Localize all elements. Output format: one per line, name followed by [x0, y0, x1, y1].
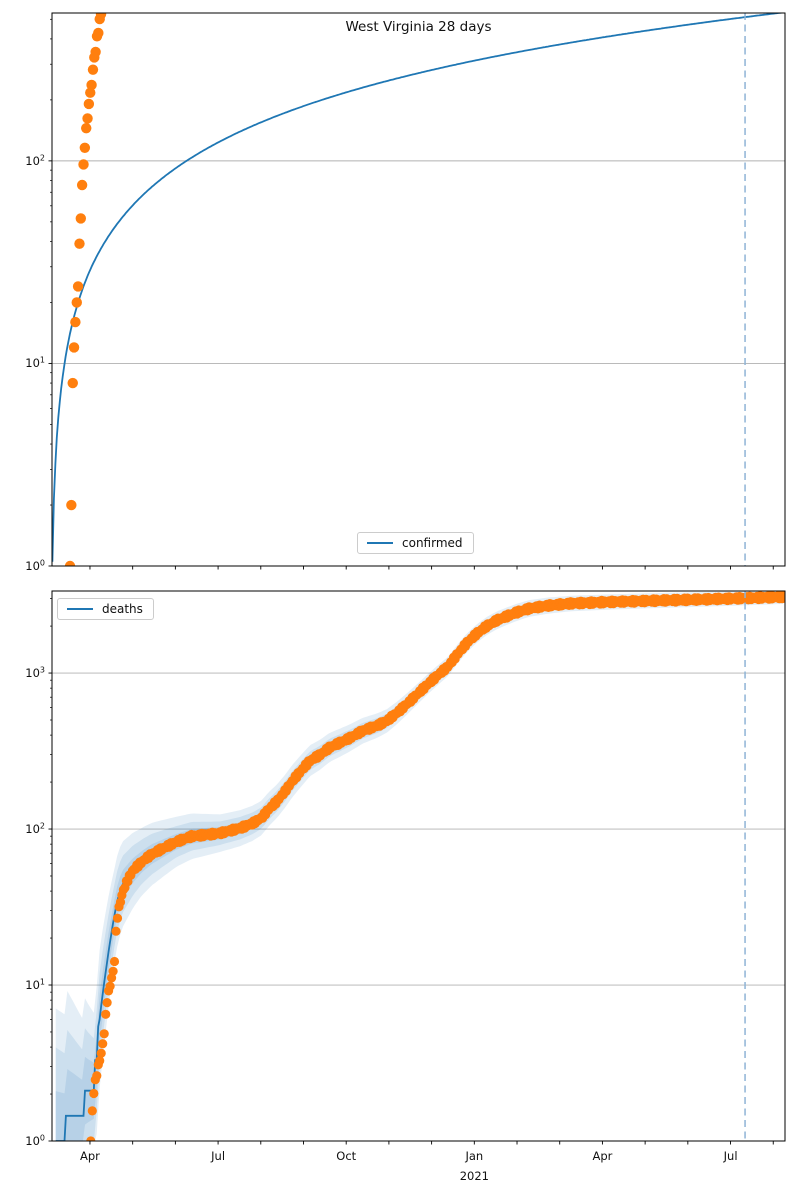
data-point — [112, 913, 123, 923]
confidence-band-outer — [55, 591, 783, 1141]
data-point — [79, 142, 91, 154]
data-point — [101, 1009, 111, 1019]
legend-line-sample — [367, 542, 393, 544]
data-point — [109, 956, 120, 967]
data-point — [81, 122, 92, 134]
x-tick-label: Jul — [723, 1149, 738, 1163]
data-point — [64, 560, 76, 566]
data-point — [78, 159, 89, 170]
data-point — [86, 79, 97, 91]
data-point — [111, 926, 121, 936]
data-point — [93, 27, 104, 39]
y-tick-label: 100 — [25, 558, 45, 574]
legend-label-deaths: deaths — [102, 602, 143, 616]
y-tick-label: 102 — [25, 821, 45, 837]
data-point — [87, 64, 99, 75]
data-point — [99, 1029, 109, 1039]
data-point — [108, 966, 118, 976]
legend-label-confirmed: confirmed — [402, 536, 463, 550]
data-point — [83, 98, 95, 110]
data-point — [76, 179, 88, 191]
data-point — [87, 1106, 97, 1116]
data-point — [74, 238, 85, 249]
data-point — [72, 281, 84, 292]
axes-spines — [51, 590, 786, 1142]
x-tick-label: Jul — [211, 1149, 226, 1163]
x-tick-label: Apr — [592, 1149, 613, 1163]
data-point — [82, 113, 93, 124]
data-point — [71, 297, 82, 308]
x-tick-label: Apr — [80, 1149, 100, 1163]
data-point — [92, 1071, 102, 1081]
data-point — [95, 1056, 105, 1066]
legend-deaths: deaths — [57, 598, 154, 620]
x-axis-year-label: 2021 — [459, 1169, 489, 1183]
data-point — [95, 13, 107, 20]
y-tick-label: 100 — [25, 1133, 45, 1149]
data-point — [86, 1136, 96, 1141]
data-point — [75, 213, 87, 224]
legend-line-sample — [67, 608, 93, 610]
y-tick-label: 103 — [25, 665, 45, 681]
axes-spines — [51, 12, 786, 567]
data-point — [105, 981, 115, 991]
plot-area-top — [52, 13, 785, 566]
y-tick-label: 101 — [25, 355, 45, 371]
data-point — [70, 316, 81, 328]
fit-line-confirmed — [52, 13, 785, 562]
data-point — [98, 1039, 108, 1049]
data-point — [68, 342, 80, 353]
data-point — [102, 998, 112, 1008]
legend-confirmed: confirmed — [357, 532, 474, 554]
data-point — [89, 1088, 99, 1099]
data-point — [66, 499, 77, 511]
y-tick-label: 102 — [25, 153, 45, 168]
chart-title: West Virginia 28 days — [345, 19, 492, 35]
x-tick-label: Oct — [336, 1149, 357, 1163]
y-tick-label: 101 — [25, 977, 45, 993]
data-point — [85, 87, 96, 98]
data-point — [96, 1048, 106, 1058]
data-point — [67, 377, 78, 389]
plot-area-bottom — [52, 591, 785, 1141]
data-point — [115, 897, 126, 907]
data-point — [779, 591, 785, 601]
x-tick-label: Jan — [465, 1149, 484, 1163]
data-point — [90, 46, 101, 58]
